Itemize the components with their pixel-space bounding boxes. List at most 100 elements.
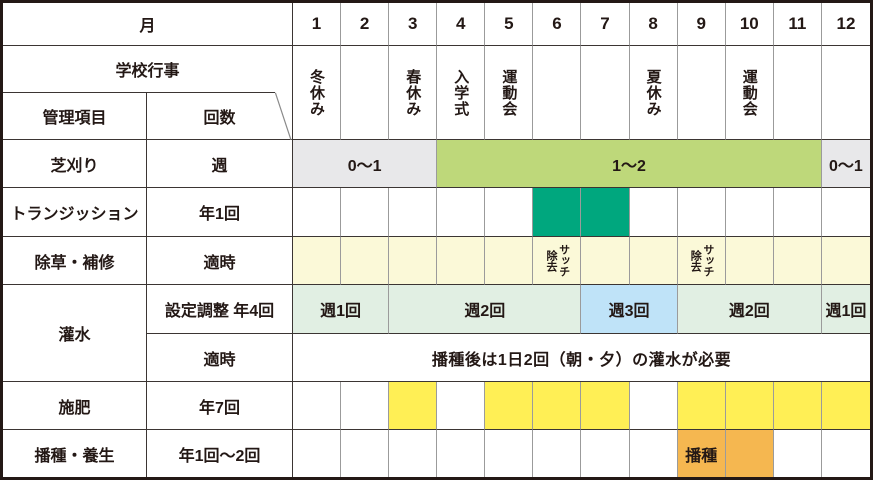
seeding-month-5 — [485, 430, 534, 477]
transition-month-9 — [677, 188, 726, 237]
transition-month-4 — [437, 188, 486, 237]
event-month-9 — [677, 46, 726, 140]
fertilizing-month-3-active — [389, 382, 438, 430]
thatch-removal-label-sep: サッチ除去 — [689, 244, 714, 277]
row-weeding-freq: 適時 — [147, 237, 293, 285]
weeding-month-7 — [581, 237, 630, 285]
month-header-label: 月 — [3, 3, 293, 46]
fertilizing-month-5-active — [485, 382, 534, 430]
event-month-2 — [341, 46, 390, 140]
mowing-band-high: 1～2 — [437, 140, 822, 188]
event-month-1: 冬休み — [293, 46, 342, 140]
row-fertilizing-label: 施肥 — [3, 382, 147, 430]
row-irrigation-anytime-freq: 適時 — [147, 334, 293, 382]
corner-notch-diagonal — [275, 92, 292, 141]
irrigation-band-weekly2-b: 週2回 — [677, 285, 822, 334]
fertilizing-month-1 — [293, 382, 342, 430]
weeding-month-4 — [437, 237, 486, 285]
seeding-month-7 — [581, 430, 630, 477]
weeding-month-12 — [821, 237, 870, 285]
fertilizing-month-4 — [437, 382, 486, 430]
fertilizing-month-11-active — [773, 382, 822, 430]
fertilizing-month-2 — [341, 382, 390, 430]
weeding-month-1 — [293, 237, 342, 285]
transition-month-11 — [773, 188, 822, 237]
fertilizing-month-10-active — [725, 382, 774, 430]
row-irrigation-label: 灌水 — [3, 285, 147, 382]
event-month-5: 運動会 — [485, 46, 534, 140]
weeding-month-2 — [341, 237, 390, 285]
seeding-month-12 — [821, 430, 870, 477]
seeding-month-10-active — [725, 430, 774, 477]
month-8-header: 8 — [629, 3, 678, 46]
event-month-3: 春休み — [389, 46, 438, 140]
irrigation-band-weekly1-a: 週1回 — [293, 285, 390, 334]
month-4-header: 4 — [437, 3, 486, 46]
transition-month-7-active — [581, 188, 630, 237]
month-3-header: 3 — [389, 3, 438, 46]
transition-month-6-active — [533, 188, 582, 237]
seeding-month-3 — [389, 430, 438, 477]
transition-month-10 — [725, 188, 774, 237]
row-transition-label: トランジッション — [3, 188, 147, 237]
management-item-header: 管理項目 — [3, 93, 147, 140]
transition-month-5 — [485, 188, 534, 237]
month-6-header: 6 — [533, 3, 582, 46]
event-month-8: 夏休み — [629, 46, 678, 140]
seeding-month-4 — [437, 430, 486, 477]
month-11-header: 11 — [773, 3, 822, 46]
row-fertilizing-freq: 年7回 — [147, 382, 293, 430]
transition-month-2 — [341, 188, 390, 237]
month-9-header: 9 — [677, 3, 726, 46]
seeding-month-11 — [773, 430, 822, 477]
weeding-month-3 — [389, 237, 438, 285]
transition-month-12 — [821, 188, 870, 237]
month-12-header: 12 — [821, 3, 870, 46]
month-10-header: 10 — [725, 3, 774, 46]
irrigation-band-weekly3: 週3回 — [581, 285, 678, 334]
seeding-month-1 — [293, 430, 342, 477]
seeding-month-8 — [629, 430, 678, 477]
weeding-month-6-thatch: サッチ除去 — [533, 237, 582, 285]
event-month-6 — [533, 46, 582, 140]
row-irrigation-adjust-freq: 設定調整 年4回 — [147, 285, 293, 334]
fertilizing-month-8 — [629, 382, 678, 430]
event-month-10: 運動会 — [725, 46, 774, 140]
month-1-header: 1 — [293, 3, 342, 46]
fertilizing-month-9-active — [677, 382, 726, 430]
frequency-header-label: 回数 — [203, 110, 236, 127]
seeding-month-2 — [341, 430, 390, 477]
row-seeding-freq: 年1回～2回 — [147, 430, 293, 477]
weeding-month-10 — [725, 237, 774, 285]
weeding-month-9-thatch: サッチ除去 — [677, 237, 726, 285]
school-events-label: 学校行事 — [3, 46, 293, 93]
irrigation-band-weekly2-a: 週2回 — [389, 285, 582, 334]
row-weeding-label: 除草・補修 — [3, 237, 147, 285]
row-seeding-label: 播種・養生 — [3, 430, 147, 477]
transition-month-3 — [389, 188, 438, 237]
row-mowing-label: 芝刈り — [3, 140, 147, 188]
weeding-month-5 — [485, 237, 534, 285]
irrigation-note: 播種後は1日2回（朝・夕）の灌水が必要 — [293, 334, 870, 382]
seeding-month-6 — [533, 430, 582, 477]
fertilizing-month-7-active — [581, 382, 630, 430]
month-5-header: 5 — [485, 3, 534, 46]
event-month-11 — [773, 46, 822, 140]
event-month-4: 入学式 — [437, 46, 486, 140]
row-transition-freq: 年1回 — [147, 188, 293, 237]
event-month-12 — [821, 46, 870, 140]
month-7-header: 7 — [581, 3, 630, 46]
frequency-header: 回数 — [147, 92, 293, 141]
seeding-month-9-active: 播種 — [677, 430, 726, 477]
mowing-band-low-1: 0～1 — [293, 140, 438, 188]
transition-month-1 — [293, 188, 342, 237]
thatch-removal-label-jun: サッチ除去 — [544, 244, 570, 277]
transition-month-8 — [629, 188, 678, 237]
month-2-header: 2 — [341, 3, 390, 46]
weeding-month-11 — [773, 237, 822, 285]
event-month-7 — [581, 46, 630, 140]
fertilizing-month-6-active — [533, 382, 582, 430]
row-mowing-freq: 週 — [147, 140, 293, 188]
irrigation-band-weekly1-b: 週1回 — [821, 285, 870, 334]
